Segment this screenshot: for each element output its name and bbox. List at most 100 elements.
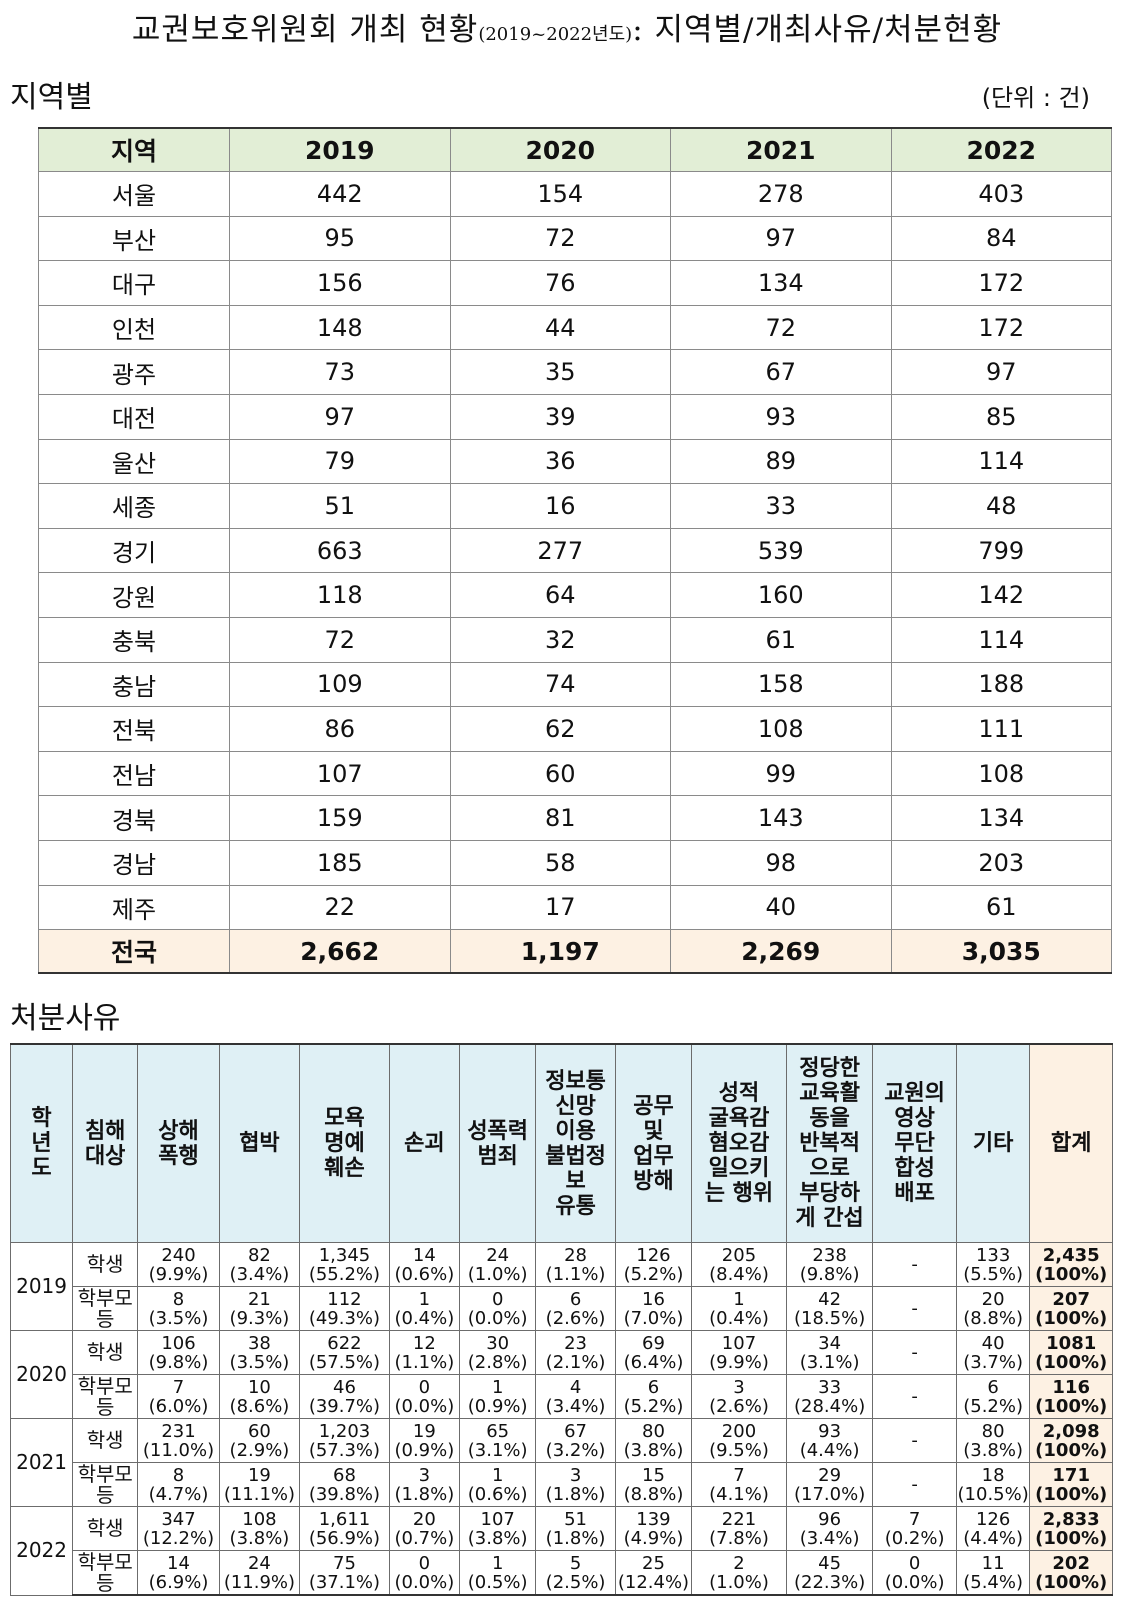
reason-value-cell: 133 (5.5%) xyxy=(955,1242,1031,1287)
region-name-cell: 부산 xyxy=(38,215,230,262)
region-name-cell: 충남 xyxy=(38,661,230,708)
target-cell: 학부모 등 xyxy=(72,1550,139,1596)
reason-value-cell: 16 (7.0%) xyxy=(614,1286,693,1331)
region-value-cell: 148 xyxy=(229,304,451,351)
total-percent: (100%) xyxy=(1035,1483,1108,1505)
percent-value: (57.5%) xyxy=(308,1351,381,1373)
region-total-cell: 전국 xyxy=(38,929,230,975)
reason-row: 2019 학생 240 (9.9%) 82 (3.4%) 1,345 (55.2%) 14 (0.… xyxy=(9,1242,1113,1331)
region-value-cell: 98 xyxy=(670,839,892,886)
percent-value: (5.2%) xyxy=(623,1263,684,1285)
reason-value-cell: 93 (4.4%) xyxy=(785,1418,874,1463)
percent-value: (0.9%) xyxy=(467,1395,528,1417)
reason-header-line: 신망 xyxy=(555,1093,596,1119)
count-value: - xyxy=(911,1386,918,1407)
region-value-cell: 277 xyxy=(449,527,671,574)
count-value: 12 xyxy=(412,1332,436,1354)
percent-value: (9.9%) xyxy=(148,1263,209,1285)
percent-value: (8.8%) xyxy=(963,1307,1024,1329)
count-value: 29 xyxy=(818,1464,842,1486)
region-value-cell: 44 xyxy=(449,304,671,351)
percent-value: (4.9%) xyxy=(623,1527,684,1549)
total-count: 171 xyxy=(1052,1464,1090,1486)
region-name-cell: 광주 xyxy=(38,349,230,395)
region-value-cell: 172 xyxy=(890,260,1112,306)
region-total-cell: 2,269 xyxy=(670,929,892,975)
reason-header-line: 는 행위 xyxy=(704,1181,774,1206)
percent-value: (8.8%) xyxy=(623,1483,684,1505)
region-value-cell: 160 xyxy=(670,572,892,618)
region-row: 서울 442 154 278 403 xyxy=(38,171,1112,217)
reason-header-line: 공무 xyxy=(633,1093,674,1119)
count-value: 10 xyxy=(247,1376,271,1398)
count-value: - xyxy=(911,1430,918,1451)
reason-header-line: 대상 xyxy=(84,1143,126,1169)
percent-value: (3.4%) xyxy=(545,1395,606,1417)
reason-header-line: 업무 xyxy=(633,1143,674,1169)
region-header-cell: 2022 xyxy=(890,127,1112,172)
region-row: 전북 86 62 108 111 xyxy=(38,706,1112,752)
count-value: 38 xyxy=(247,1332,271,1354)
region-header-cell: 2020 xyxy=(449,127,671,172)
reason-header-line: 불법정 xyxy=(545,1143,606,1169)
percent-value: (28.4%) xyxy=(793,1395,866,1417)
reason-value-cell: 112 (49.3%) xyxy=(299,1286,390,1331)
count-value: 19 xyxy=(412,1420,436,1442)
reason-value-cell: 200 (9.5%) xyxy=(691,1418,787,1463)
region-total-cell: 2,662 xyxy=(229,929,451,975)
reason-row: 2020 학생 106 (9.8%) 38 (3.5%) 622 (57.5%) 12 (1.1%… xyxy=(9,1330,1113,1419)
reason-value-cell: 231 (11.0%) xyxy=(137,1418,220,1463)
count-value: 14 xyxy=(167,1552,190,1574)
region-value-cell: 64 xyxy=(449,572,671,618)
total-percent: (100%) xyxy=(1035,1571,1108,1593)
count-value: 205 xyxy=(721,1244,757,1266)
region-row: 충남 109 74 158 188 xyxy=(38,661,1112,708)
reason-header-cell: 모욕 명예 훼손 xyxy=(299,1043,390,1243)
percent-value: (1.1%) xyxy=(394,1351,455,1373)
region-section-heading: 지역별 xyxy=(10,80,93,115)
reason-value-cell: 18 (10.5%) xyxy=(955,1462,1031,1507)
count-value: 8 xyxy=(172,1288,185,1310)
reason-header-line: 무단 xyxy=(894,1131,935,1156)
region-value-cell: 158 xyxy=(670,661,892,708)
count-value: 96 xyxy=(818,1508,842,1530)
region-name-cell: 경기 xyxy=(38,527,230,574)
percent-value: (1.0%) xyxy=(709,1571,769,1593)
reason-value-cell: 46 (39.7%) xyxy=(299,1374,390,1419)
reason-value-cell: 1 (0.4%) xyxy=(691,1286,787,1331)
count-value: 6 xyxy=(647,1376,660,1398)
count-value: 80 xyxy=(981,1420,1005,1442)
percent-value: (1.8%) xyxy=(545,1483,606,1505)
reason-value-cell: 1,203 (57.3%) xyxy=(299,1418,390,1463)
region-value-cell: 107 xyxy=(229,750,451,797)
title-period: (2019~2022년도) xyxy=(478,24,633,45)
region-value-cell: 159 xyxy=(229,795,451,841)
region-total-cell: 1,197 xyxy=(449,929,671,975)
reason-value-cell: 4 (3.4%) xyxy=(535,1374,616,1419)
reason-value-cell: 45 (22.3%) xyxy=(785,1550,874,1596)
region-table-body: 서울 442 154 278 403 부산 95 72 97 84 대구 156 76 134 172 인천 1… xyxy=(38,171,1112,931)
count-value: 108 xyxy=(242,1508,277,1530)
count-value: 6 xyxy=(569,1288,582,1310)
percent-value: (8.4%) xyxy=(709,1263,769,1285)
percent-value: (3.8%) xyxy=(963,1439,1024,1461)
percent-value: (1.1%) xyxy=(545,1263,606,1285)
region-value-cell: 799 xyxy=(890,527,1112,574)
percent-value: (5.2%) xyxy=(623,1395,684,1417)
count-value: 4 xyxy=(569,1376,582,1398)
region-name-cell: 서울 xyxy=(38,171,230,217)
percent-value: (0.7%) xyxy=(394,1527,455,1549)
reason-value-cell: 28 (1.1%) xyxy=(535,1242,616,1287)
region-value-cell: 188 xyxy=(890,661,1112,708)
count-value: 6 xyxy=(987,1376,999,1398)
reason-value-cell: 40 (3.7%) xyxy=(955,1330,1031,1375)
reason-header-line: 합계 xyxy=(1050,1131,1092,1156)
reason-value-cell: 23 (2.1%) xyxy=(535,1330,616,1375)
region-value-cell: 22 xyxy=(229,884,451,931)
reason-value-cell: 0 (0.0%) xyxy=(388,1374,461,1419)
percent-value: (0.0%) xyxy=(467,1307,528,1329)
reason-row: 학부모 등 8 (3.5%) 21 (9.3%) 112 (49.3%) 1 (0.4%) 0 (0… xyxy=(11,1286,1113,1331)
count-value: 3 xyxy=(418,1464,431,1486)
reason-value-cell: 108 (3.8%) xyxy=(218,1506,301,1551)
